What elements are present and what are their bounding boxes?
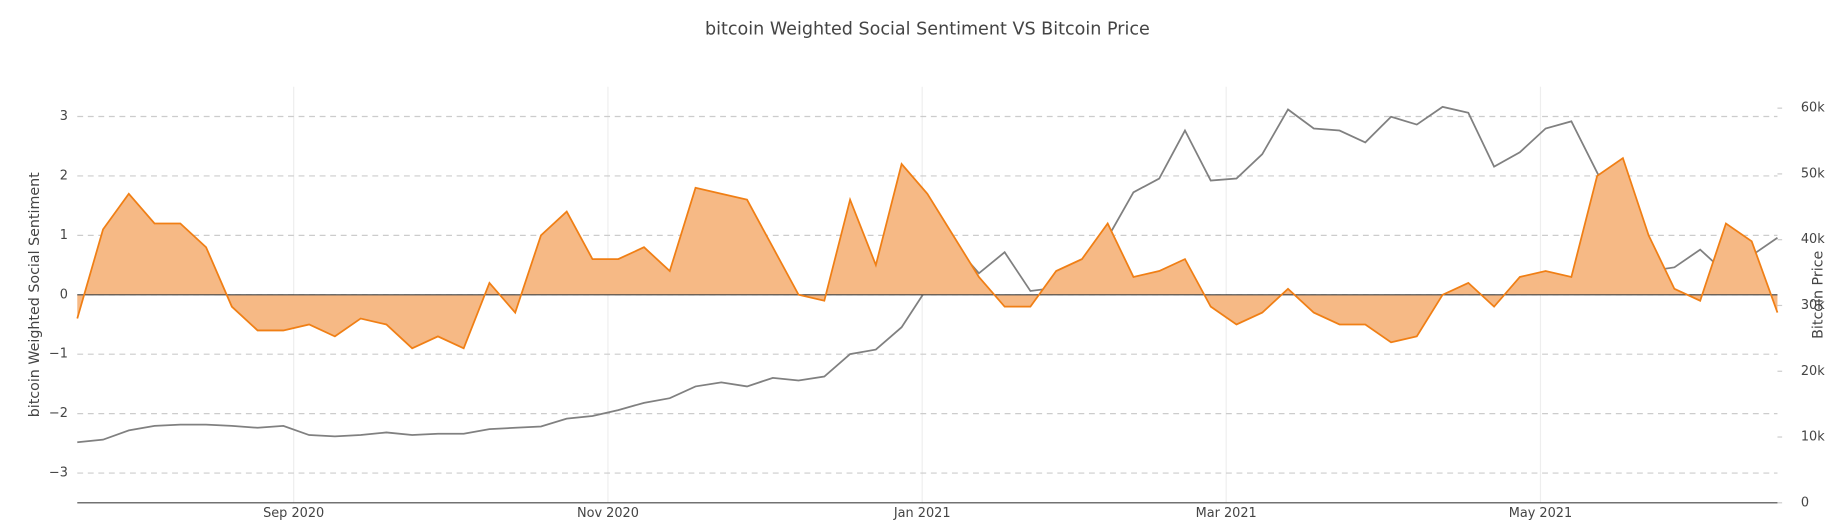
y2-axis-title: Bitcoin Price	[1810, 251, 1826, 339]
x-tick-label: Jan 2021	[893, 506, 951, 521]
y-tick-label: 0	[60, 287, 68, 302]
y-tick-label: 2	[60, 168, 68, 183]
y2-tick-label: 50k	[1801, 166, 1825, 181]
y-tick-label: −1	[49, 347, 68, 362]
x-tick-label: Mar 2021	[1196, 506, 1257, 521]
y-tick-label: −2	[49, 406, 68, 421]
sentiment-area	[77, 158, 1778, 349]
y-tick-label: 1	[60, 228, 68, 243]
x-tick-label: Sep 2020	[263, 506, 324, 521]
series-line	[76, 156, 1779, 350]
y-tick-label: 3	[60, 109, 68, 124]
y-tick-label: −3	[49, 466, 68, 481]
y2-tick-label: 10k	[1801, 429, 1825, 444]
y2-tick-label: 0	[1801, 495, 1809, 510]
y-axis-title: bitcoin Weighted Social Sentiment	[27, 172, 43, 417]
y2-tick-label: 40k	[1801, 232, 1825, 247]
x-tick-label: Nov 2020	[577, 506, 639, 521]
chart-title: bitcoin Weighted Social Sentiment VS Bit…	[705, 20, 1150, 40]
x-tick-label: May 2021	[1509, 506, 1572, 521]
y2-tick-label: 30k	[1801, 298, 1825, 313]
y2-tick-label: 60k	[1801, 101, 1825, 116]
y2-tick-label: 20k	[1801, 364, 1825, 379]
